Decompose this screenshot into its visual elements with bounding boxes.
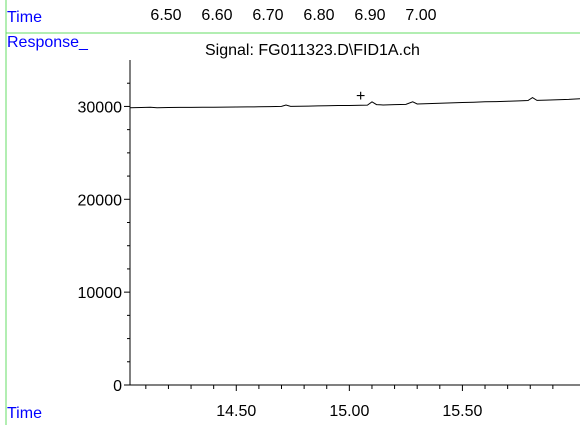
y-tick-label: 10000 xyxy=(78,285,123,302)
top-axis-label: Time xyxy=(7,9,42,26)
top-tick-label: 7.00 xyxy=(405,7,436,24)
y-tick-label: 30000 xyxy=(78,99,123,116)
y-axis-label: Response_ xyxy=(7,34,89,51)
top-tick-label: 6.70 xyxy=(252,7,283,24)
top-axis-ticks: 6.50 6.60 6.70 6.80 6.90 7.00 xyxy=(150,7,436,24)
x-tick-label: 15.00 xyxy=(329,403,369,420)
x-axis-ticks: 14.50 15.00 15.50 xyxy=(145,385,554,420)
top-tick-label: 6.80 xyxy=(303,7,334,24)
series-layer xyxy=(129,97,580,109)
chart-title: Signal: FG011323.D\FID1A.ch xyxy=(205,42,420,59)
x-tick-label: 15.50 xyxy=(442,403,482,420)
x-tick-label: 14.50 xyxy=(216,403,256,420)
top-tick-label: 6.90 xyxy=(354,7,385,24)
y-tick-label: 20000 xyxy=(78,192,123,209)
x-axis-label: Time xyxy=(7,405,42,422)
y-axis-ticks: 0 10000 20000 30000 xyxy=(78,82,130,395)
y-tick-label: 0 xyxy=(113,378,122,395)
series-line xyxy=(129,97,580,109)
peak-marker: + xyxy=(356,88,365,105)
top-tick-label: 6.60 xyxy=(201,7,232,24)
top-tick-label: 6.50 xyxy=(150,7,181,24)
